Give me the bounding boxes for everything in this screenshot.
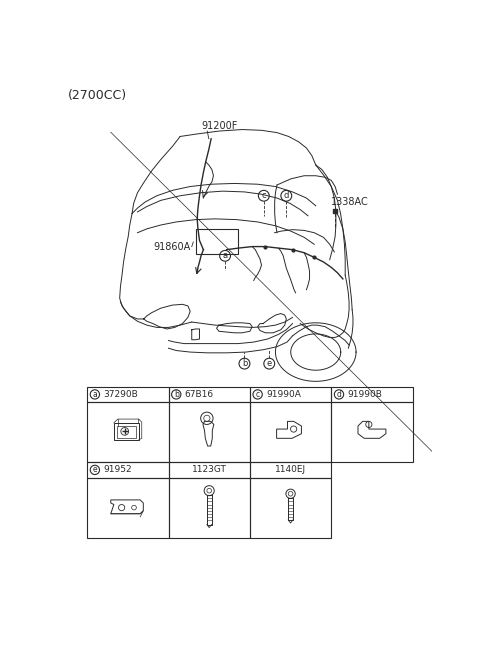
Bar [114, 423, 139, 440]
Text: 1123GT: 1123GT [192, 465, 227, 474]
Text: e: e [93, 465, 97, 474]
Text: a: a [223, 251, 228, 260]
Bar [196, 229, 238, 253]
Bar [168, 462, 250, 478]
Text: 91990A: 91990A [266, 390, 301, 399]
Bar [250, 478, 331, 538]
Text: 91860A: 91860A [153, 241, 190, 252]
Bar [250, 402, 331, 462]
Text: d: d [336, 390, 341, 399]
Bar [117, 426, 135, 438]
Bar [168, 387, 250, 402]
Text: e: e [266, 359, 272, 368]
Bar [250, 387, 331, 402]
Text: a: a [93, 390, 97, 399]
Bar [87, 462, 168, 478]
Bar [331, 402, 413, 462]
Bar [331, 387, 413, 402]
Text: 91200F: 91200F [201, 121, 238, 131]
Text: 91990B: 91990B [348, 390, 383, 399]
Text: 67B16: 67B16 [185, 390, 214, 399]
Text: 91952: 91952 [103, 465, 132, 474]
Text: (2700CC): (2700CC) [68, 89, 127, 102]
Text: b: b [174, 390, 179, 399]
Text: 37290B: 37290B [103, 390, 138, 399]
Text: c: c [255, 390, 260, 399]
Text: 1338AC: 1338AC [331, 197, 369, 207]
Text: c: c [262, 192, 266, 200]
Text: b: b [242, 359, 247, 368]
Text: 1140EJ: 1140EJ [275, 465, 306, 474]
Bar [250, 462, 331, 478]
Bar [87, 387, 168, 402]
Text: d: d [284, 192, 289, 200]
Bar [87, 478, 168, 538]
Bar [168, 478, 250, 538]
Bar [87, 402, 168, 462]
Bar [168, 402, 250, 462]
